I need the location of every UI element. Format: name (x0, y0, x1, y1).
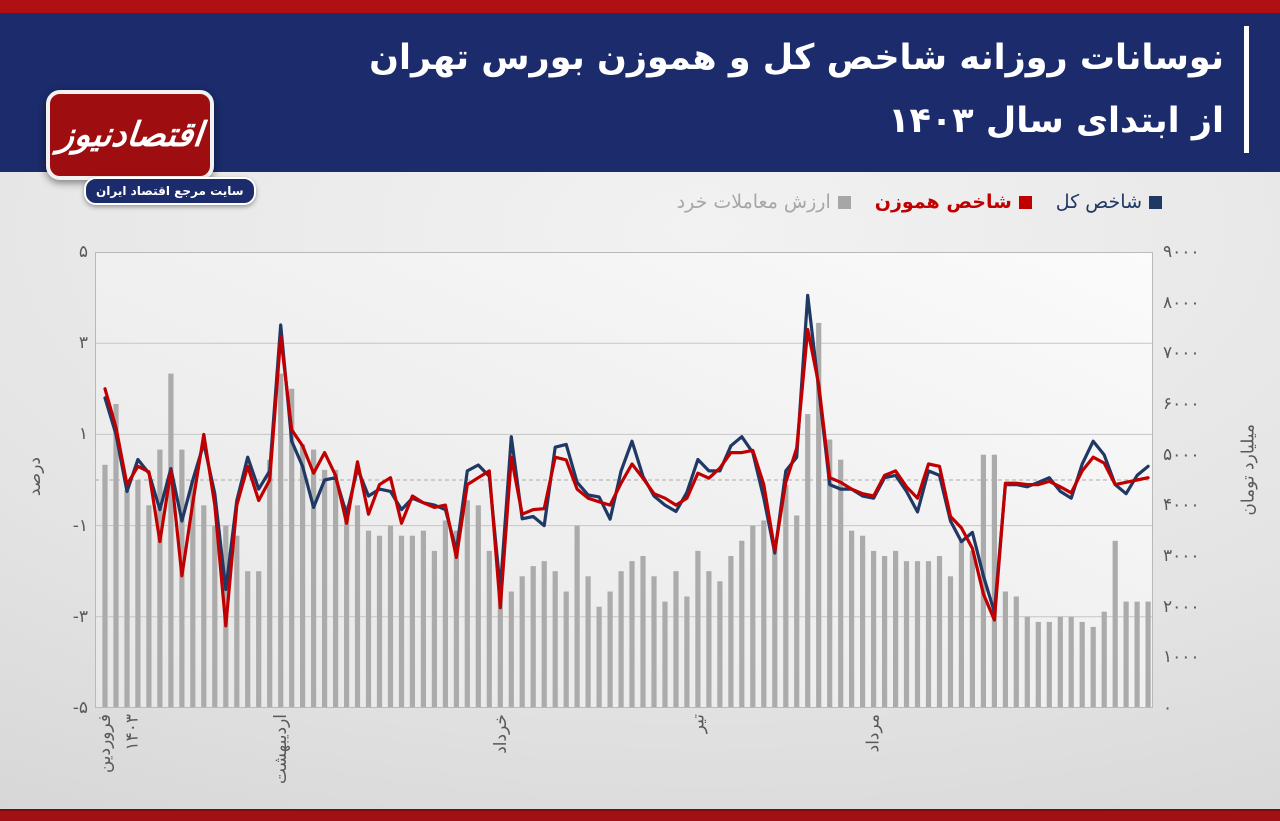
y-axis-title-left: درصد (25, 457, 45, 497)
y-right-tick-label: ۳۰۰۰ (1163, 546, 1200, 566)
bottom-red-band (0, 809, 1280, 821)
y-right-tick-label: ۷۰۰۰ (1163, 343, 1200, 364)
y-right-tick-label: ۲۰۰۰ (1163, 596, 1200, 617)
y-axis-title-right: میلیارد تومان (1239, 424, 1259, 516)
x-month-label: تیر (687, 714, 708, 734)
plot (95, 252, 1153, 708)
legend-swatch (837, 195, 851, 209)
x-month-label: اردیبهشت (270, 714, 291, 785)
logo-tagline: سایت مرجع اقتصاد ایران (96, 184, 244, 198)
legend-label: ارزش معاملات خرد (676, 191, 831, 213)
x-month-label: خرداد (490, 714, 511, 754)
title-accent-bar (1244, 26, 1249, 153)
x-month-label: مرداد (863, 714, 884, 753)
y-right-tick-label: ۸۰۰۰ (1163, 292, 1200, 313)
y-right-tick-label: ۴۰۰۰ (1163, 495, 1200, 516)
y-right-tick-label: ۱۰۰۰ (1163, 647, 1200, 668)
y-left-tick-label: ۳ (78, 333, 88, 354)
y-left-tick-label: -۱ (72, 515, 88, 536)
legend-item: شاخص کل (1056, 191, 1162, 213)
y-left-tick-label: ۱ (78, 424, 88, 445)
x-year-label: ۱۴۰۳ (123, 714, 143, 751)
legend-item: شاخص هموزن (875, 191, 1032, 213)
logo-tagline-badge: سایت مرجع اقتصاد ایران (84, 177, 256, 205)
y-left-tick-label: ۵ (78, 242, 88, 262)
legend-label: شاخص هموزن (874, 191, 1012, 213)
header-banner: نوسانات روزانه شاخص کل و هموزن بورس تهرا… (0, 13, 1280, 205)
y-right-tick-label: ۹۰۰۰ (1163, 242, 1200, 262)
legend-swatch (1149, 195, 1162, 209)
legend-label: شاخص کل (1055, 191, 1142, 213)
legend-item: ارزش معاملات خرد (677, 191, 851, 213)
y-left-tick-label: -۵ (72, 698, 88, 718)
chart-title-line1: نوسانات روزانه شاخص کل و هموزن بورس تهرا… (369, 38, 1224, 78)
logo: اقتصادنیوز (46, 90, 214, 180)
x-month-label: فروردین (95, 714, 115, 774)
legend-swatch (1018, 195, 1032, 209)
y-right-tick-label: ۵۰۰۰ (1163, 444, 1200, 465)
chart-title: نوسانات روزانه شاخص کل و هموزن بورس تهرا… (369, 27, 1224, 153)
y-left-tick-label: -۳ (72, 606, 88, 627)
y-right-tick-label: ۰ (1163, 698, 1173, 718)
chart-title-line2: از ابتدای سال ۱۴۰۳ (888, 101, 1224, 141)
legend: شاخص کل شاخص هموزن ارزش معاملات خرد (677, 191, 1162, 213)
y-right-tick-label: ۶۰۰۰ (1163, 394, 1200, 414)
top-red-band (0, 0, 1280, 13)
